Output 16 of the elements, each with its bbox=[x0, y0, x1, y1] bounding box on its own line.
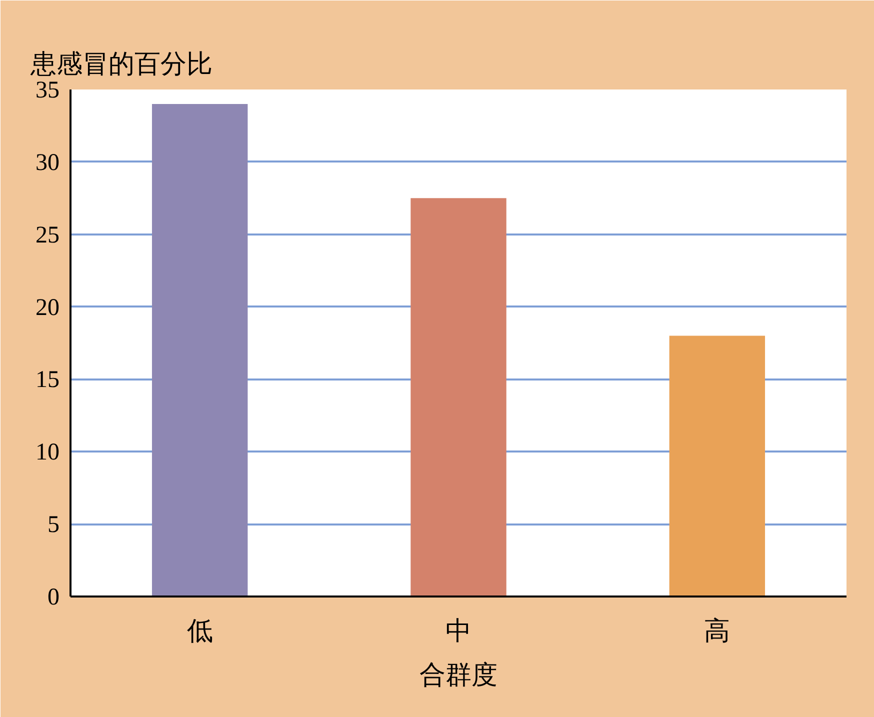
bar bbox=[669, 336, 766, 596]
x-tick-label: 高 bbox=[704, 616, 730, 646]
y-axis-title: 患感冒的百分比 bbox=[30, 50, 212, 78]
bar bbox=[152, 104, 248, 596]
y-tick-label: 10 bbox=[36, 440, 60, 466]
y-tick-label: 5 bbox=[48, 512, 60, 538]
y-tick-label: 15 bbox=[36, 367, 60, 394]
y-tick-label: 30 bbox=[36, 150, 60, 176]
y-tick-label: 20 bbox=[36, 294, 60, 321]
x-tick-label: 中 bbox=[446, 616, 472, 646]
x-axis-title: 合群度 bbox=[420, 660, 498, 690]
x-tick-label: 低 bbox=[186, 616, 213, 646]
bar bbox=[410, 198, 506, 596]
y-tick-label: 0 bbox=[48, 584, 60, 610]
y-tick-label: 25 bbox=[36, 222, 60, 248]
y-tick-label: 35 bbox=[36, 78, 60, 104]
